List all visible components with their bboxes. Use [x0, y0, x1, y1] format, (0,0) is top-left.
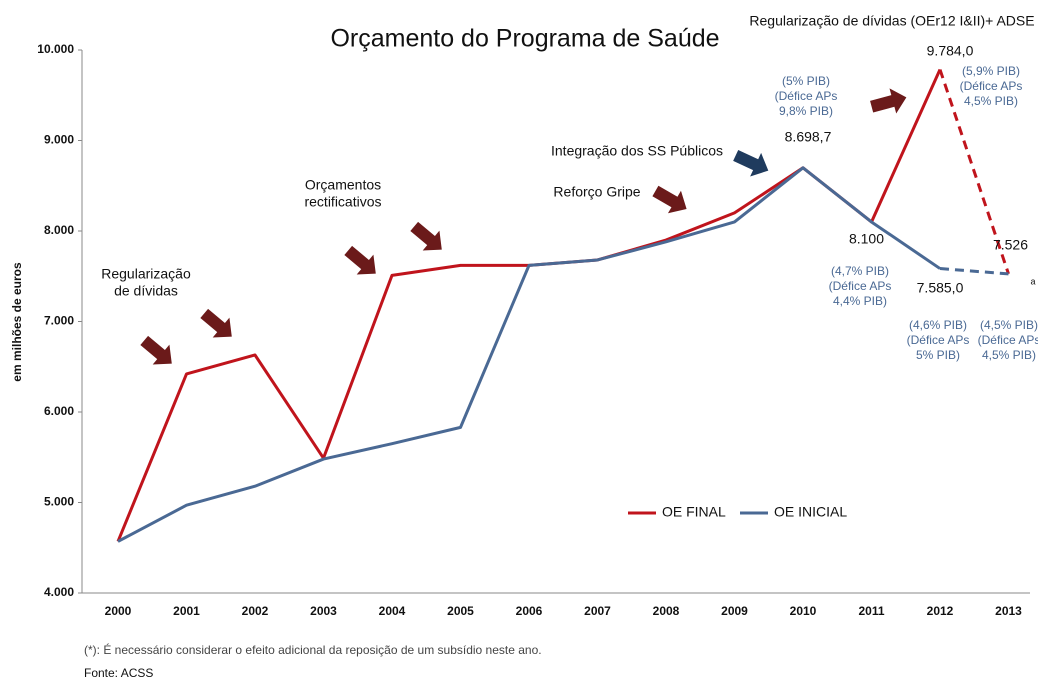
x-tick-label: 2007 — [584, 604, 611, 618]
y-tick-label: 9.000 — [44, 133, 74, 147]
annotation: Regularização de dívidas (OEr12 I&II)+ A… — [749, 13, 1034, 29]
data-label: 7.585,0 — [917, 279, 964, 295]
annotation: rectificativos — [304, 194, 381, 210]
x-tick-label: 2005 — [447, 604, 474, 618]
y-tick-label: 4.000 — [44, 585, 74, 599]
legend-label: OE INICIAL — [774, 504, 847, 520]
annotation: Integração dos SS Públicos — [551, 143, 723, 159]
chart-title: Orçamento do Programa de Saúde — [330, 25, 719, 53]
annotation: 4,5% PIB) — [982, 348, 1036, 362]
x-tick-label: 2006 — [516, 604, 543, 618]
annotation: Regularização — [101, 266, 191, 282]
series-line-dashed — [938, 69, 1010, 275]
annotation: (Défice APs — [907, 333, 970, 347]
annotation: Orçamentos — [305, 177, 381, 193]
annotation: 4,5% PIB) — [964, 94, 1018, 108]
annotation: (Défice APs — [960, 79, 1023, 93]
annotation: de dívidas — [114, 283, 178, 299]
source: Fonte: ACSS — [84, 666, 153, 680]
annotation: 4,4% PIB) — [833, 294, 887, 308]
annotation: (4,6% PIB) — [909, 318, 967, 332]
y-tick-label: 10.000 — [37, 42, 74, 56]
data-label: 8.698,7 — [785, 128, 832, 144]
annotation: 5% PIB) — [916, 348, 960, 362]
arrow — [135, 330, 181, 374]
x-tick-label: 2009 — [721, 604, 748, 618]
annotation: (4,5% PIB) — [980, 318, 1038, 332]
x-tick-label: 2013 — [995, 604, 1022, 618]
y-axis-label: em milhões de euros — [10, 262, 24, 382]
annotation: (Défice APs — [829, 279, 892, 293]
footnote: (*): É necessário considerar o efeito ad… — [84, 642, 542, 657]
arrow — [195, 303, 241, 347]
data-label: 9.784,0 — [927, 42, 974, 58]
annotation: (Défice APs — [775, 89, 838, 103]
arrow — [868, 84, 910, 120]
x-tick-label: 2003 — [310, 604, 337, 618]
y-tick-label: 7.000 — [44, 314, 74, 328]
series-line — [117, 166, 941, 543]
x-tick-label: 2002 — [242, 604, 269, 618]
x-tick-label: 2004 — [379, 604, 406, 618]
annotation: Reforço Gripe — [553, 184, 640, 200]
arrow — [339, 240, 385, 284]
x-tick-label: 2000 — [105, 604, 132, 618]
arrow — [730, 143, 774, 183]
x-tick-label: 2008 — [653, 604, 680, 618]
x-tick-label: 2011 — [858, 604, 884, 618]
annotation: (4,7% PIB) — [831, 264, 889, 278]
series-line-dashed — [939, 267, 1009, 276]
y-tick-label: 5.000 — [44, 495, 74, 509]
annotation: a — [1030, 276, 1035, 286]
x-tick-label: 2010 — [790, 604, 817, 618]
annotation: (5% PIB) — [782, 74, 830, 88]
y-tick-label: 6.000 — [44, 404, 74, 418]
y-tick-label: 8.000 — [44, 223, 74, 237]
x-tick-label: 2001 — [173, 604, 200, 618]
data-label: 8.100 — [849, 231, 884, 247]
annotation: 9,8% PIB) — [779, 104, 833, 118]
annotation: (5,9% PIB) — [962, 64, 1020, 78]
x-tick-label: 2012 — [927, 604, 954, 618]
annotation: (Défice APs — [978, 333, 1038, 347]
arrow — [405, 216, 451, 260]
arrow — [648, 179, 694, 221]
legend-label: OE FINAL — [662, 504, 726, 520]
data-label: 7.526 — [993, 237, 1028, 253]
